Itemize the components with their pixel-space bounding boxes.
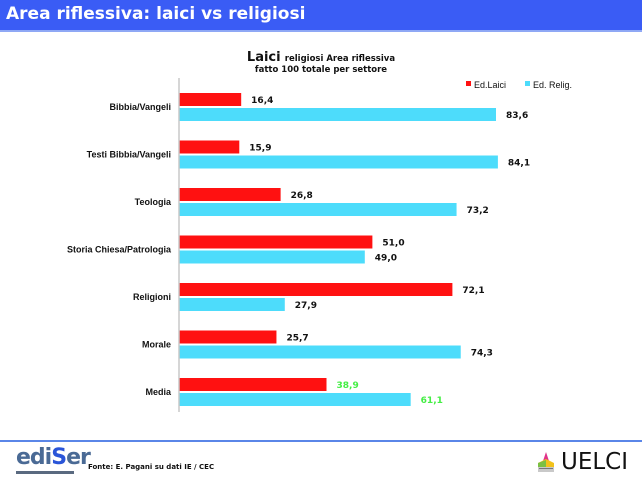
chart-title-rest: religiosi Area riflessiva: [284, 54, 396, 64]
legend-swatch-0: [466, 81, 471, 86]
data-label: 26,8: [291, 191, 313, 201]
ediser-logo: ediSer: [16, 445, 91, 477]
chart-title-main: Laici: [246, 50, 281, 65]
data-label: 83,6: [506, 111, 528, 121]
legend-swatch-1: [525, 81, 530, 86]
data-label: 25,7: [286, 334, 308, 344]
data-label: 61,1: [421, 396, 443, 406]
bar-laici: [179, 330, 277, 344]
ediser-logo-bar: [16, 471, 74, 474]
category-label: Testi Bibbia/Vangeli: [87, 150, 171, 160]
uelci-book-icon: [536, 451, 556, 473]
bar-relig: [179, 345, 461, 359]
data-label: 72,1: [462, 286, 484, 296]
chart-title: Laici religiosi Area riflessiva fatto 10…: [0, 50, 642, 75]
bar-relig: [179, 108, 496, 121]
bar-relig: [179, 155, 498, 169]
bar-laici: [179, 140, 240, 154]
chart-subtitle: fatto 100 totale per settore: [254, 65, 388, 75]
category-label: Bibbia/Vangeli: [109, 102, 171, 112]
data-label: 84,1: [508, 159, 530, 169]
bar-relig: [179, 393, 411, 406]
category-label: Morale: [142, 340, 171, 350]
ediser-logo-part: edi: [16, 445, 52, 470]
data-label: 15,9: [249, 144, 271, 154]
category-label: Religioni: [133, 292, 171, 302]
ediser-logo-accent: S: [51, 445, 67, 470]
bar-laici: [179, 378, 327, 391]
bar-relig: [179, 250, 365, 264]
page-title: Area riflessiva: laici vs religiosi: [6, 4, 306, 24]
footer-divider: [0, 440, 642, 442]
ediser-logo-part: er: [66, 445, 91, 470]
bar-laici: [179, 283, 453, 296]
header-bar: Area riflessiva: laici vs religiosi: [0, 0, 642, 32]
bar-chart: Ed.Laici Ed. Relig. Bibbia/Vangeli 16,4 83,6…: [67, 78, 572, 412]
uelci-logo: UELCI: [536, 449, 628, 475]
bar-laici: [179, 188, 281, 201]
data-label: 49,0: [375, 254, 397, 264]
data-label: 16,4: [251, 96, 273, 106]
legend-label-0: Ed.Laici: [474, 80, 506, 90]
category-label: Storia Chiesa/Patrologia: [67, 245, 172, 255]
bar-relig: [179, 298, 285, 311]
data-label: 73,2: [467, 206, 489, 216]
source-note: Fonte: E. Pagani su dati IE / CEC: [88, 463, 215, 471]
data-label: 27,9: [295, 301, 317, 311]
category-label: Teologia: [135, 197, 172, 207]
bar-laici: [179, 235, 373, 249]
category-label: Media: [145, 387, 172, 397]
bar-relig: [179, 203, 457, 216]
data-label: 51,0: [382, 239, 404, 249]
bar-laici: [179, 93, 242, 106]
data-label: 74,3: [471, 349, 493, 359]
data-label: 38,9: [337, 381, 359, 391]
uelci-logo-text: UELCI: [561, 449, 629, 475]
legend-label-1: Ed. Relig.: [533, 80, 572, 90]
